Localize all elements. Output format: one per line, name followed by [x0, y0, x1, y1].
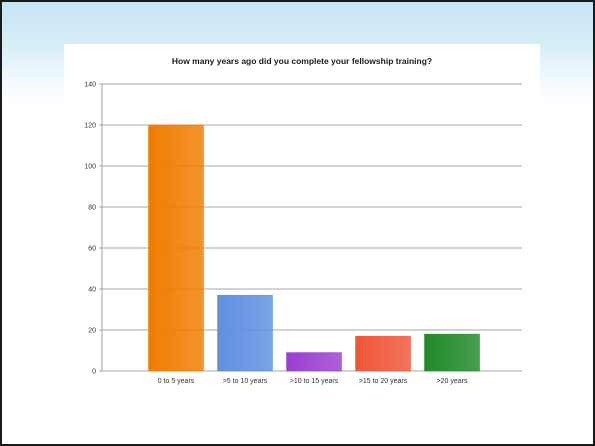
bar [148, 124, 204, 372]
y-axis: 0 20 40 60 80 100 120 140 [84, 82, 103, 376]
bar [217, 294, 273, 372]
y-tick-label: 40 [88, 287, 96, 294]
y-tick-label: 120 [84, 123, 96, 130]
x-tick-label: >20 years [437, 378, 468, 385]
chart-panel: How many years ago did you complete your… [64, 44, 540, 394]
x-tick-label: >15 to 20 years [359, 378, 408, 385]
y-tick-label: 80 [88, 205, 96, 212]
x-tick-label: 0 to 5 years [158, 378, 195, 385]
x-axis-labels: 0 to 5 years >5 to 10 years >10 to 15 year… [158, 378, 468, 385]
x-tick-label: >10 to 15 years [290, 378, 339, 385]
y-tick-label: 0 [92, 369, 96, 376]
chart-title: How many years ago did you complete your… [172, 56, 432, 66]
y-tick-label: 60 [88, 246, 96, 253]
bar [424, 333, 480, 372]
y-tick-label: 20 [88, 328, 96, 335]
bar-chart: How many years ago did you complete your… [84, 56, 522, 385]
bar [286, 352, 342, 372]
bar [355, 335, 411, 372]
y-tick-label: 100 [84, 164, 96, 171]
bars [148, 124, 480, 372]
x-tick-label: >5 to 10 years [223, 378, 268, 385]
y-tick-label: 140 [84, 82, 96, 89]
